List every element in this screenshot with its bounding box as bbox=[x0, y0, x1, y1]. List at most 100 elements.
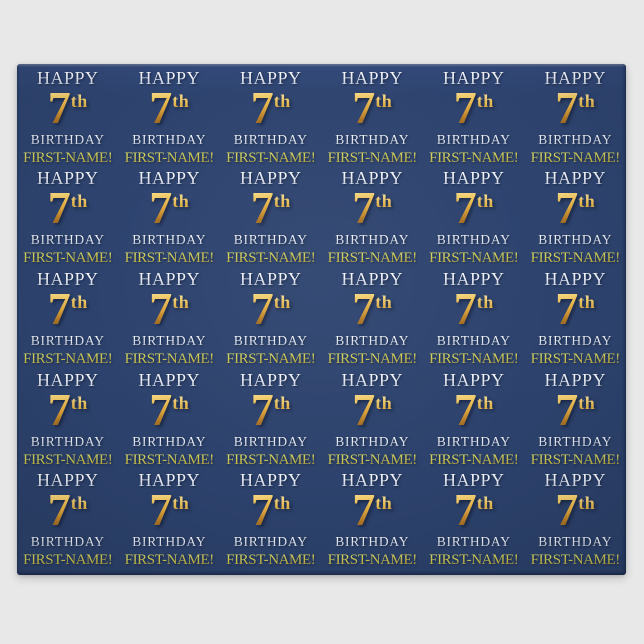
happy-text: HAPPY bbox=[138, 168, 201, 189]
ordinal-suffix-text: th bbox=[70, 291, 88, 312]
number-7-text: 7 bbox=[250, 282, 274, 334]
number-7-text: 7 bbox=[149, 383, 173, 435]
happy-text: HAPPY bbox=[36, 369, 99, 390]
first-name-placeholder-text: FIRST-NAME! bbox=[226, 250, 316, 267]
happy-text: HAPPY bbox=[341, 369, 404, 390]
number-7-text: 7 bbox=[47, 484, 71, 536]
first-name-placeholder-text: FIRST-NAME! bbox=[124, 350, 215, 367]
first-name-placeholder-text: FIRST-NAME! bbox=[327, 451, 418, 468]
number-7-text: 7 bbox=[250, 383, 274, 435]
birthday-text: BIRTHDAY bbox=[538, 131, 613, 147]
ordinal-suffix-text: th bbox=[375, 291, 393, 312]
first-name-placeholder-text: FIRST-NAME! bbox=[429, 149, 519, 166]
ordinal-suffix-text: th bbox=[578, 90, 596, 111]
ordinal-suffix-text: th bbox=[476, 392, 494, 413]
first-name-placeholder-text: FIRST-NAME! bbox=[530, 149, 621, 166]
happy-text: HAPPY bbox=[544, 369, 607, 390]
number-7-text: 7 bbox=[453, 81, 477, 133]
birthday-text: BIRTHDAY bbox=[233, 232, 308, 248]
number-7-text: 7 bbox=[453, 383, 477, 435]
number-7-text: 7 bbox=[352, 383, 376, 435]
birthday-text: BIRTHDAY bbox=[132, 232, 207, 248]
birthday-text: BIRTHDAY bbox=[436, 332, 511, 348]
ordinal-suffix-text: th bbox=[273, 291, 291, 312]
ordinal-suffix-text: th bbox=[375, 191, 393, 212]
number-7-text: 7 bbox=[453, 282, 477, 334]
number-7-text: 7 bbox=[453, 484, 477, 536]
birthday-text: BIRTHDAY bbox=[30, 433, 105, 449]
birthday-text: BIRTHDAY bbox=[30, 232, 105, 248]
birthday-text: BIRTHDAY bbox=[335, 131, 410, 147]
ordinal-suffix-text: th bbox=[172, 493, 190, 514]
number-7-text: 7 bbox=[453, 182, 477, 234]
happy-text: HAPPY bbox=[239, 168, 302, 189]
number-7-text: 7 bbox=[149, 282, 173, 334]
happy-text: HAPPY bbox=[341, 67, 404, 88]
birthday-text: BIRTHDAY bbox=[335, 534, 410, 550]
ordinal-suffix-text: th bbox=[172, 392, 190, 413]
first-name-placeholder-text: FIRST-NAME! bbox=[327, 250, 418, 267]
birthday-text: BIRTHDAY bbox=[233, 534, 308, 550]
first-name-placeholder-text: FIRST-NAME! bbox=[530, 350, 621, 367]
first-name-placeholder-text: FIRST-NAME! bbox=[23, 350, 113, 367]
number-7-text: 7 bbox=[47, 182, 71, 234]
happy-text: HAPPY bbox=[138, 369, 201, 390]
happy-text: HAPPY bbox=[442, 369, 505, 390]
number-7-text: 7 bbox=[47, 383, 71, 435]
ordinal-suffix-text: th bbox=[172, 191, 190, 212]
birthday-text: BIRTHDAY bbox=[436, 534, 511, 550]
happy-text: HAPPY bbox=[341, 268, 404, 289]
first-name-placeholder-text: FIRST-NAME! bbox=[530, 250, 621, 267]
happy-text: HAPPY bbox=[544, 168, 607, 189]
ordinal-suffix-text: th bbox=[273, 191, 291, 212]
birthday-text: BIRTHDAY bbox=[538, 332, 613, 348]
happy-text: HAPPY bbox=[442, 67, 505, 88]
number-7-text: 7 bbox=[555, 484, 579, 536]
happy-text: HAPPY bbox=[442, 268, 505, 289]
first-name-placeholder-text: FIRST-NAME! bbox=[530, 552, 621, 569]
ordinal-suffix-text: th bbox=[476, 90, 494, 111]
ordinal-suffix-text: th bbox=[273, 392, 291, 413]
birthday-text: BIRTHDAY bbox=[233, 131, 308, 147]
number-7-text: 7 bbox=[555, 182, 579, 234]
first-name-placeholder-text: FIRST-NAME! bbox=[429, 250, 519, 267]
birthday-text: BIRTHDAY bbox=[30, 534, 105, 550]
birthday-text: BIRTHDAY bbox=[132, 433, 207, 449]
birthday-text: BIRTHDAY bbox=[335, 232, 410, 248]
first-name-placeholder-text: FIRST-NAME! bbox=[429, 350, 519, 367]
birthday-text: BIRTHDAY bbox=[538, 433, 613, 449]
birthday-text: BIRTHDAY bbox=[233, 433, 308, 449]
happy-text: HAPPY bbox=[442, 168, 505, 189]
